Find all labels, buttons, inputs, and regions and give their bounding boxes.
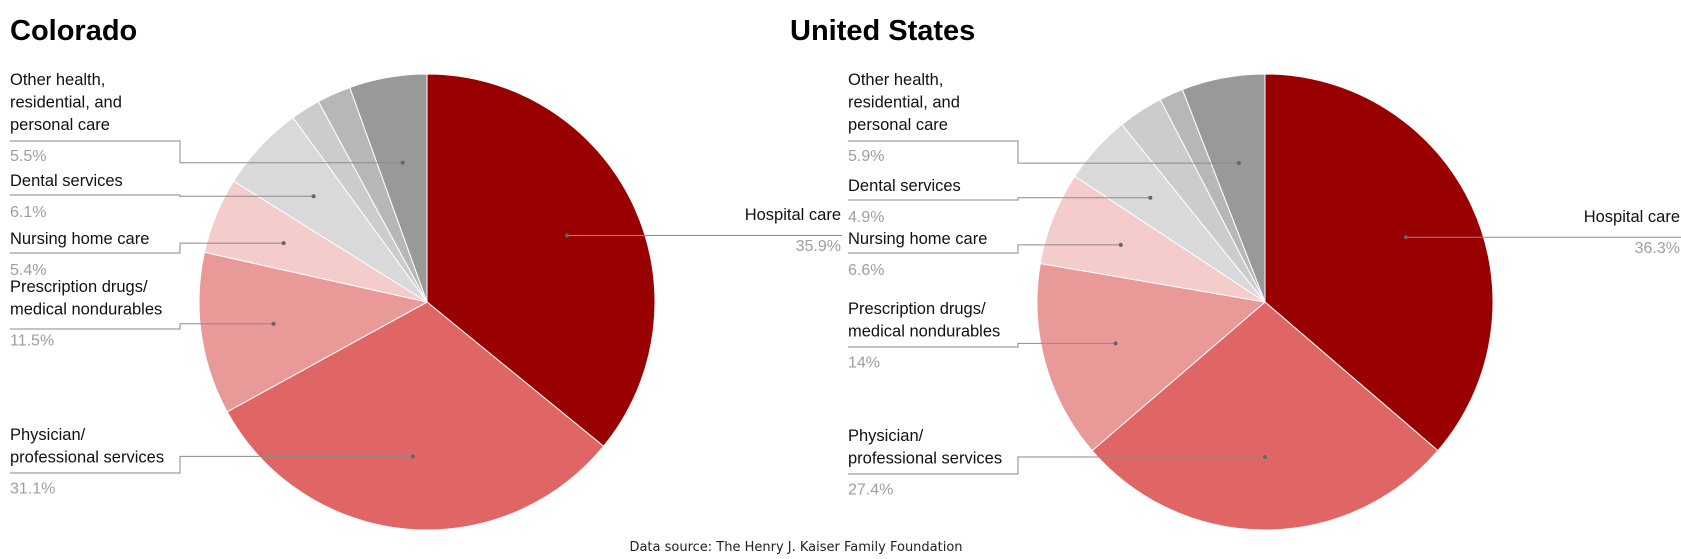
colorado-label-physician-professional-services: professional services: [10, 449, 164, 467]
united-states-value-nursing-home-care: 6.6%: [848, 262, 884, 279]
united-states-label-physician-professional-services: Physician/: [848, 427, 924, 445]
colorado-slices: [198, 73, 656, 531]
united-states-labels: Other health, residential, and personal ca…: [848, 71, 1681, 499]
united-states-slice-hospital-care: [1264, 73, 1494, 452]
united-states-label-nursing-home-care: Nursing home care: [848, 230, 987, 248]
colorado-value-other-health-residential-and-personal-care: 5.5%: [10, 148, 46, 165]
united-states-leader-dot-physician-professional-services: [1263, 455, 1267, 459]
colorado-label-dental-services: Dental services: [10, 172, 123, 190]
united-states-value-physician-professional-services: 27.4%: [848, 482, 893, 499]
chart-title-united-states: United States: [790, 15, 975, 47]
united-states-slices: [1036, 73, 1494, 531]
colorado-label-other-health-residential-and-personal-care: Other health,: [10, 71, 105, 89]
united-states-leader-prescription-drugs-medical-nondurables: [848, 342, 1116, 348]
colorado-slice-physician-professional-services: [226, 301, 605, 531]
colorado-leader-dot-other-health-residential-and-personal-care: [400, 160, 405, 165]
colorado-slice-prescription-drugs-medical-nondurables: [198, 251, 429, 413]
colorado-leader-dot-nursing-home-care: [281, 241, 286, 246]
united-states-leader-dental-services: [848, 197, 1151, 201]
colorado-value-hospital-care: 35.9%: [796, 238, 841, 255]
chart-title-colorado: Colorado: [10, 15, 137, 47]
united-states-label-other-health-residential-and-personal-care: Other health,: [848, 71, 943, 89]
colorado-leader-physician-professional-services: [10, 455, 413, 474]
colorado-leader-dot-physician-professional-services: [410, 454, 415, 459]
united-states-slice-physician-professional-services: [1091, 301, 1439, 531]
data-source-note: Data source: The Henry J. Kaiser Family …: [629, 540, 962, 555]
united-states-slice-other-health-residential-and-personal-care: [1181, 73, 1266, 303]
united-states-leader-dot-prescription-drugs-medical-nondurables: [1113, 341, 1118, 346]
colorado-leader-dot-prescription-drugs-medical-nondurables: [271, 321, 276, 326]
colorado-label-nursing-home-care: Nursing home care: [10, 230, 149, 248]
united-states-slice-prescription-drugs-medical-nondurables: [1036, 262, 1267, 452]
colorado-label-other-health-residential-and-personal-care: residential, and: [10, 94, 122, 112]
colorado-leader-dot-hospital-care: [565, 233, 570, 238]
united-states-value-dental-services: 4.9%: [848, 209, 884, 226]
united-states-label-hospital-care: Hospital care: [1584, 208, 1680, 226]
colorado-leader-nursing-home-care: [10, 242, 284, 254]
united-states-label-prescription-drugs-medical-nondurables: medical nondurables: [848, 323, 1000, 341]
colorado-label-physician-professional-services: Physician/: [10, 426, 86, 444]
colorado-value-physician-professional-services: 31.1%: [10, 481, 55, 498]
united-states-leader-dot-nursing-home-care: [1118, 242, 1123, 247]
united-states-label-other-health-residential-and-personal-care: personal care: [848, 116, 948, 134]
united-states-leader-nursing-home-care: [848, 244, 1121, 254]
colorado-leader-prescription-drugs-medical-nondurables: [10, 323, 274, 330]
colorado-leader-other-health-residential-and-personal-care: [10, 140, 403, 164]
united-states-pie-chart: United States Other health, residential, …: [790, 15, 1681, 531]
colorado-value-dental-services: 6.1%: [10, 204, 46, 221]
united-states-leader-dot-hospital-care: [1403, 235, 1408, 240]
colorado-value-nursing-home-care: 5.4%: [10, 262, 46, 279]
colorado-labels: Other health, residential, and personal ca…: [10, 71, 842, 498]
united-states-leader-physician-professional-services: [848, 456, 1265, 475]
colorado-label-hospital-care: Hospital care: [745, 206, 841, 224]
colorado-leader-dot-dental-services: [311, 194, 316, 199]
united-states-value-other-health-residential-and-personal-care: 5.9%: [848, 148, 884, 165]
united-states-leader-dot-dental-services: [1148, 195, 1153, 200]
colorado-label-prescription-drugs-medical-nondurables: Prescription drugs/: [10, 278, 148, 296]
united-states-value-prescription-drugs-medical-nondurables: 14%: [848, 355, 880, 372]
colorado-label-other-health-residential-and-personal-care: personal care: [10, 116, 110, 134]
colorado-slice-hospital-care: [426, 73, 656, 447]
united-states-leader-other-health-residential-and-personal-care: [848, 140, 1239, 164]
united-states-value-hospital-care: 36.3%: [1635, 240, 1680, 257]
united-states-label-other-health-residential-and-personal-care: residential, and: [848, 94, 960, 112]
colorado-slice-other-health-residential-and-personal-care: [349, 73, 428, 303]
united-states-label-prescription-drugs-medical-nondurables: Prescription drugs/: [848, 300, 986, 318]
united-states-label-dental-services: Dental services: [848, 177, 961, 195]
united-states-label-physician-professional-services: professional services: [848, 450, 1002, 468]
colorado-leader-dental-services: [10, 194, 314, 197]
colorado-pie-chart: Colorado Other health, residential, and pe…: [10, 15, 842, 531]
colorado-label-prescription-drugs-medical-nondurables: medical nondurables: [10, 301, 162, 319]
united-states-leader-dot-other-health-residential-and-personal-care: [1236, 161, 1241, 166]
colorado-value-prescription-drugs-medical-nondurables: 11.5%: [10, 333, 54, 350]
